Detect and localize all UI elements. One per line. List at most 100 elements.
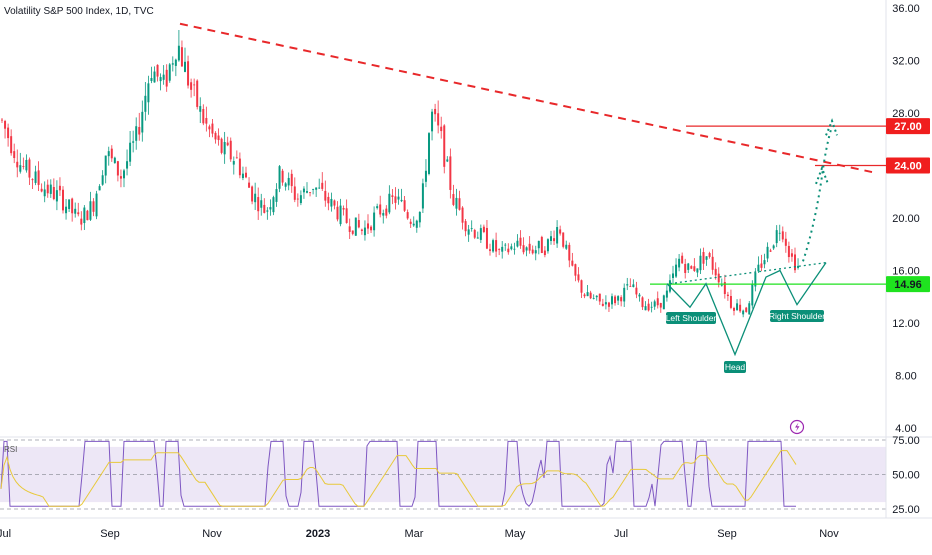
candle (232, 156, 235, 175)
candle (659, 302, 662, 313)
candle (461, 206, 464, 230)
candle (284, 182, 287, 191)
candle (604, 295, 607, 310)
candle (626, 277, 629, 291)
candle (190, 78, 193, 98)
candle (485, 219, 488, 250)
candle (644, 301, 647, 311)
rsi-line (0, 440, 796, 507)
candle (693, 258, 696, 272)
candle (458, 190, 461, 211)
price-tick-label: 32.00 (892, 56, 920, 68)
candle (46, 179, 49, 198)
candle (77, 202, 80, 217)
candle (748, 300, 751, 315)
candle (40, 183, 43, 193)
annotation-head[interactable]: Head (724, 361, 746, 373)
candle (367, 214, 369, 234)
candle (601, 298, 604, 307)
candle (553, 230, 556, 245)
candle (550, 230, 552, 245)
candle (180, 40, 183, 67)
candle (83, 205, 86, 230)
candle (559, 225, 562, 236)
candle (623, 283, 626, 308)
candle (629, 278, 632, 287)
candle (406, 209, 409, 220)
candle (775, 225, 778, 248)
rsi-ma-line (0, 450, 797, 507)
candle (522, 237, 525, 255)
candle (144, 82, 147, 121)
neckline[interactable] (669, 261, 827, 285)
annotation-right-shoulder[interactable]: Right Shoulder (769, 310, 825, 322)
candle (501, 241, 504, 259)
candle (702, 247, 705, 271)
price-tick-label: 8.00 (895, 371, 916, 383)
candle (489, 243, 491, 256)
candle (586, 284, 589, 297)
candle (177, 29, 180, 62)
time-tick-label: Jul (0, 528, 11, 540)
candle (28, 157, 31, 186)
candle (638, 292, 641, 302)
candle (104, 155, 107, 184)
candle (580, 279, 583, 298)
head-shoulders-pattern[interactable] (666, 262, 827, 357)
candle (278, 165, 281, 193)
candle (49, 179, 52, 198)
candle (116, 160, 119, 182)
time-axis[interactable]: Jul Sep Nov 2023 Mar May Jul Sep Nov (0, 528, 839, 540)
price-tag: 27.00 (886, 118, 930, 135)
projection-path[interactable] (802, 125, 833, 262)
candle (98, 184, 101, 191)
candle (443, 124, 446, 174)
candle (336, 201, 339, 222)
candle (373, 206, 376, 237)
candle (306, 182, 308, 194)
candle (68, 199, 71, 213)
candle (385, 205, 388, 219)
candle (327, 192, 330, 211)
candle (790, 248, 793, 262)
trendline-dashed[interactable] (179, 22, 873, 174)
annotation-left-shoulder[interactable]: Left Shoulder (666, 312, 717, 324)
candle (574, 263, 577, 282)
price-axis[interactable]: 36.00 32.00 28.00 24.00 20.00 16.00 12.00 8.00 4… (892, 3, 920, 435)
candle (635, 281, 638, 299)
candle (714, 262, 717, 280)
candle (611, 293, 613, 309)
price-tag-text: 27.00 (894, 121, 922, 133)
candle (141, 100, 144, 142)
candle (534, 245, 537, 261)
candle (135, 117, 138, 150)
candle (174, 58, 177, 77)
candle (257, 187, 260, 220)
candle (763, 253, 766, 269)
candle (388, 185, 391, 215)
candle (147, 75, 150, 115)
candle (95, 190, 98, 220)
candle (504, 242, 507, 251)
candle (138, 112, 141, 141)
candle (794, 247, 796, 274)
candle (272, 195, 275, 216)
candle (296, 193, 299, 207)
candle (678, 254, 681, 272)
candle (757, 256, 760, 273)
candle (391, 189, 394, 205)
candle (690, 265, 693, 270)
price-tag-text: 14.96 (894, 279, 922, 291)
candle (339, 198, 342, 227)
candle (281, 168, 284, 186)
candle (171, 56, 174, 72)
candle (229, 137, 232, 162)
candle (16, 149, 19, 178)
lightning-icon[interactable] (789, 419, 805, 435)
candle (235, 150, 238, 159)
candle (62, 186, 64, 214)
candle (653, 299, 656, 310)
candle (589, 290, 592, 300)
